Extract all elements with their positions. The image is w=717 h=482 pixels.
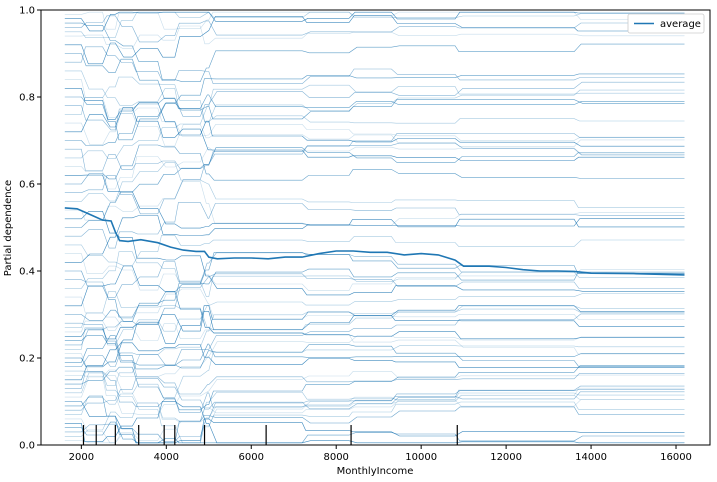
- individual-curve: [64, 144, 685, 185]
- individual-curve: [64, 202, 685, 249]
- individual-curves: [64, 11, 685, 444]
- individual-curve: [64, 251, 685, 297]
- average-curve-layer: [64, 207, 685, 276]
- individual-curve: [64, 291, 685, 331]
- individual-curve: [64, 252, 685, 318]
- y-tick-label: 0.8: [19, 93, 35, 104]
- individual-curve: [64, 296, 685, 355]
- individual-curve: [64, 146, 685, 190]
- x-tick-label: 8000: [323, 452, 348, 463]
- individual-curve: [64, 70, 685, 123]
- individual-curve: [64, 25, 685, 49]
- individual-curve: [64, 389, 685, 442]
- individual-curve: [64, 113, 685, 147]
- individual-curve: [64, 399, 685, 444]
- individual-curve: [64, 371, 685, 415]
- individual-curve: [64, 88, 685, 147]
- individual-curve: [64, 322, 685, 395]
- individual-curve: [64, 15, 685, 65]
- individual-curve: [64, 15, 685, 43]
- y-tick-label: 0.0: [19, 441, 35, 452]
- average-curve: [64, 207, 685, 276]
- individual-curve: [64, 133, 685, 215]
- individual-curve: [64, 268, 685, 322]
- y-axis-label: Partial dependence: [3, 180, 14, 276]
- individual-curve: [64, 335, 685, 398]
- individual-curve: [64, 345, 685, 415]
- x-tick-label: 6000: [239, 452, 264, 463]
- x-tick-label: 16000: [660, 452, 692, 463]
- individual-curve: [64, 406, 685, 444]
- y-tick-label: 1.0: [19, 6, 35, 17]
- individual-curve: [64, 84, 685, 159]
- individual-curve: [64, 265, 685, 340]
- individual-curve: [64, 253, 685, 291]
- legend-box: [627, 13, 705, 34]
- individual-curve: [64, 11, 685, 32]
- individual-curve: [64, 365, 685, 411]
- individual-curve: [64, 311, 685, 381]
- individual-curve: [64, 96, 685, 141]
- individual-curve: [64, 305, 685, 394]
- individual-curve: [64, 162, 685, 208]
- individual-curve: [64, 174, 685, 229]
- rug-marks: [82, 425, 458, 445]
- individual-curve: [64, 335, 685, 369]
- individual-curve: [64, 252, 685, 298]
- axes: 2000 4000 6000 8000 10000 12000 14000 16000 0.0 0…: [19, 6, 711, 463]
- legend: average: [627, 13, 705, 34]
- y-tick-label: 0.6: [19, 180, 35, 191]
- legend-label-average: average: [660, 19, 701, 30]
- individual-curve: [64, 11, 685, 30]
- x-tick-label: 2000: [69, 452, 94, 463]
- individual-curve: [64, 378, 685, 411]
- individual-curve: [64, 11, 685, 38]
- individual-curve: [64, 335, 685, 370]
- individual-curve: [64, 79, 685, 141]
- plot-frame: [40, 9, 711, 446]
- individual-curve: [64, 288, 685, 333]
- x-tick-label: 10000: [405, 452, 437, 463]
- individual-curve: [64, 181, 685, 226]
- individual-curve: [64, 81, 685, 131]
- individual-curve: [64, 147, 685, 228]
- x-tick-label: 14000: [575, 452, 607, 463]
- individual-curve: [64, 293, 685, 350]
- individual-curve: [64, 371, 685, 413]
- x-tick-label: 4000: [154, 452, 179, 463]
- individual-curve: [64, 401, 685, 444]
- individual-curve: [64, 22, 685, 82]
- individual-curve: [64, 107, 685, 161]
- individual-curve: [64, 53, 685, 109]
- x-axis-label: MonthlyIncome: [337, 466, 414, 477]
- x-tick-label: 12000: [490, 452, 522, 463]
- individual-curve: [64, 353, 685, 423]
- individual-curve: [64, 342, 685, 368]
- individual-curve: [64, 391, 685, 437]
- individual-curve: [64, 401, 685, 444]
- individual-curve: [64, 211, 685, 296]
- individual-curve: [64, 394, 685, 444]
- y-tick-label: 0.2: [19, 354, 35, 365]
- individual-curve: [64, 273, 685, 346]
- y-tick-label: 0.4: [19, 267, 35, 278]
- individual-curve: [64, 46, 685, 84]
- individual-curve: [64, 142, 685, 171]
- individual-curve: [64, 235, 685, 266]
- individual-curve: [64, 313, 685, 367]
- individual-curve: [64, 73, 685, 146]
- individual-curve: [64, 215, 685, 263]
- individual-curve: [64, 370, 685, 444]
